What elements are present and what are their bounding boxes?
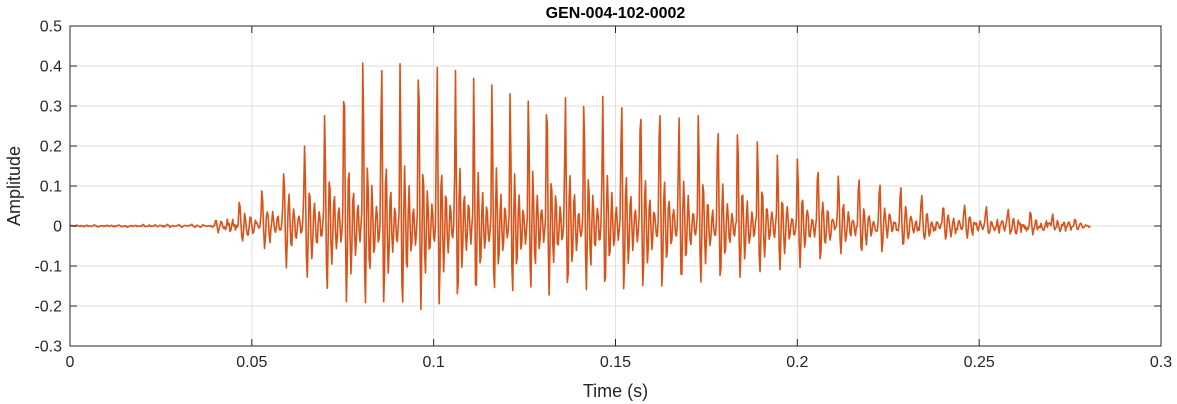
x-tick-label: 0 <box>66 354 75 371</box>
y-tick-label: -0.1 <box>34 259 62 276</box>
x-tick-label: 0.15 <box>600 354 631 371</box>
y-axis-label: Amplitude <box>4 146 24 226</box>
series-layer <box>69 62 1091 311</box>
y-tick-label: 0.5 <box>40 19 62 36</box>
waveform-line <box>69 62 1091 311</box>
y-tick-label: 0.4 <box>40 59 62 76</box>
y-tick-label: -0.2 <box>34 299 62 316</box>
x-tick-label: 0.25 <box>964 354 995 371</box>
x-tick-label: 0.05 <box>236 354 267 371</box>
axis-ticks: 0 0.05 0.1 0.15 0.2 0.25 0.3 -0.3 -0.2 -0.1 0 0.1 0.… <box>34 19 1172 372</box>
x-tick-label: 0.2 <box>786 354 808 371</box>
x-tick-label: 0.3 <box>1150 354 1172 371</box>
x-tick-label: 0.1 <box>423 354 445 371</box>
y-tick-label: 0.3 <box>40 99 62 116</box>
y-tick-label: 0.2 <box>40 139 62 156</box>
y-tick-label: 0.1 <box>40 179 62 196</box>
y-tick-label: 0 <box>53 219 62 236</box>
x-axis-label: Time (s) <box>583 381 648 401</box>
chart-title: GEN-004-102-0002 <box>546 5 686 22</box>
y-tick-label: -0.3 <box>34 339 62 356</box>
